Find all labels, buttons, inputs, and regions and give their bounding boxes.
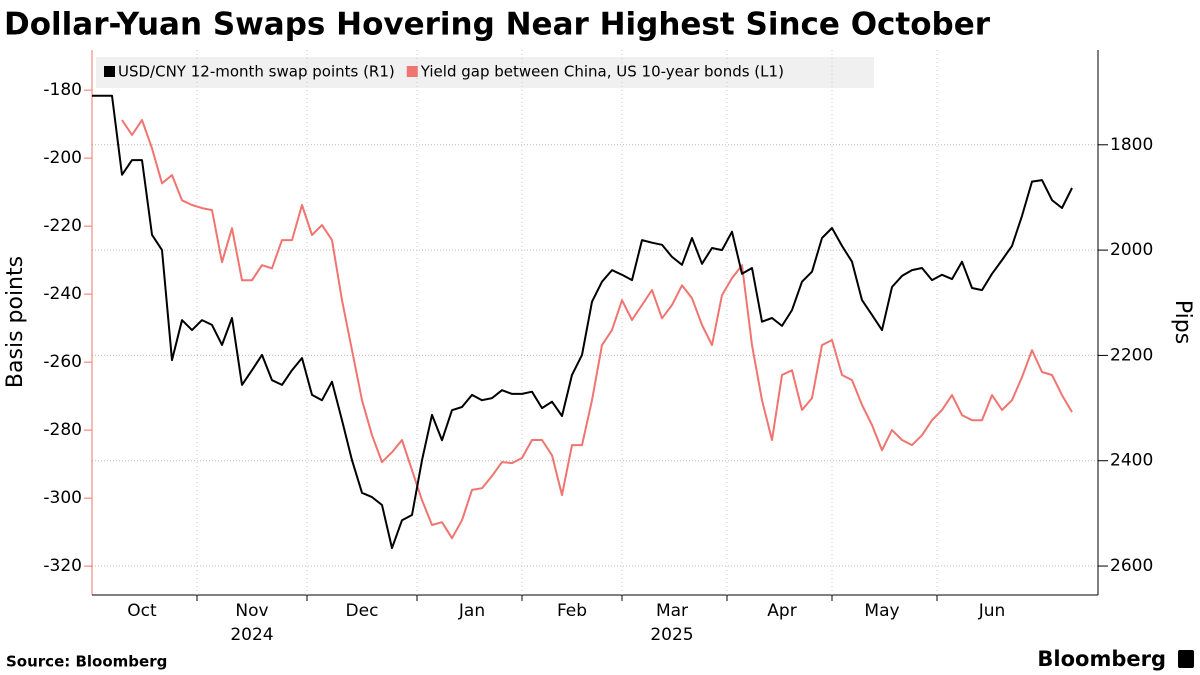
y-axis-title: Basis points (3, 256, 28, 388)
y-tick-label: -200 (43, 148, 82, 168)
x-tick-label: Dec (346, 601, 379, 621)
y-tick-label: -220 (43, 216, 82, 236)
y-tick-label: -320 (43, 556, 82, 576)
series-line (92, 94, 1073, 550)
y-tick-label: -180 (43, 80, 82, 100)
year-label: 2024 (230, 625, 273, 645)
y2-tick-label: 1800 (1110, 135, 1153, 155)
y2-tick-label: 2400 (1110, 451, 1153, 471)
legend-swatch (104, 66, 115, 77)
series-line (121, 119, 1073, 540)
brand: Bloomberg (1037, 647, 1166, 671)
brand-icon (1178, 650, 1194, 668)
legend-box (96, 57, 874, 88)
x-tick-label: Mar (656, 601, 688, 621)
x-tick-label: May (864, 601, 899, 621)
x-tick-label: Apr (767, 601, 796, 621)
chart-title: Dollar-Yuan Swaps Hovering Near Highest … (4, 7, 991, 43)
x-tick-label: Oct (127, 601, 157, 621)
y2-axis-title: Pips (1170, 300, 1195, 344)
x-tick-label: Jan (458, 601, 485, 621)
legend-label: Yield gap between China, US 10-year bond… (420, 63, 784, 81)
x-tick-label: Nov (235, 601, 268, 621)
legend-swatch (406, 66, 418, 77)
legend-label: USD/CNY 12-month swap points (R1) (118, 63, 395, 81)
x-tick-label: Jun (978, 601, 1006, 621)
y-tick-label: -300 (43, 488, 82, 508)
y2-tick-label: 2600 (1110, 556, 1153, 576)
y-tick-label: -260 (43, 352, 82, 372)
y2-tick-label: 2200 (1110, 345, 1153, 365)
x-tick-label: Feb (557, 601, 587, 621)
year-label: 2025 (650, 625, 693, 645)
y2-tick-label: 2000 (1110, 240, 1153, 260)
y-tick-label: -280 (43, 420, 82, 440)
y-tick-label: -240 (43, 284, 82, 304)
source: Source: Bloomberg (6, 653, 167, 671)
